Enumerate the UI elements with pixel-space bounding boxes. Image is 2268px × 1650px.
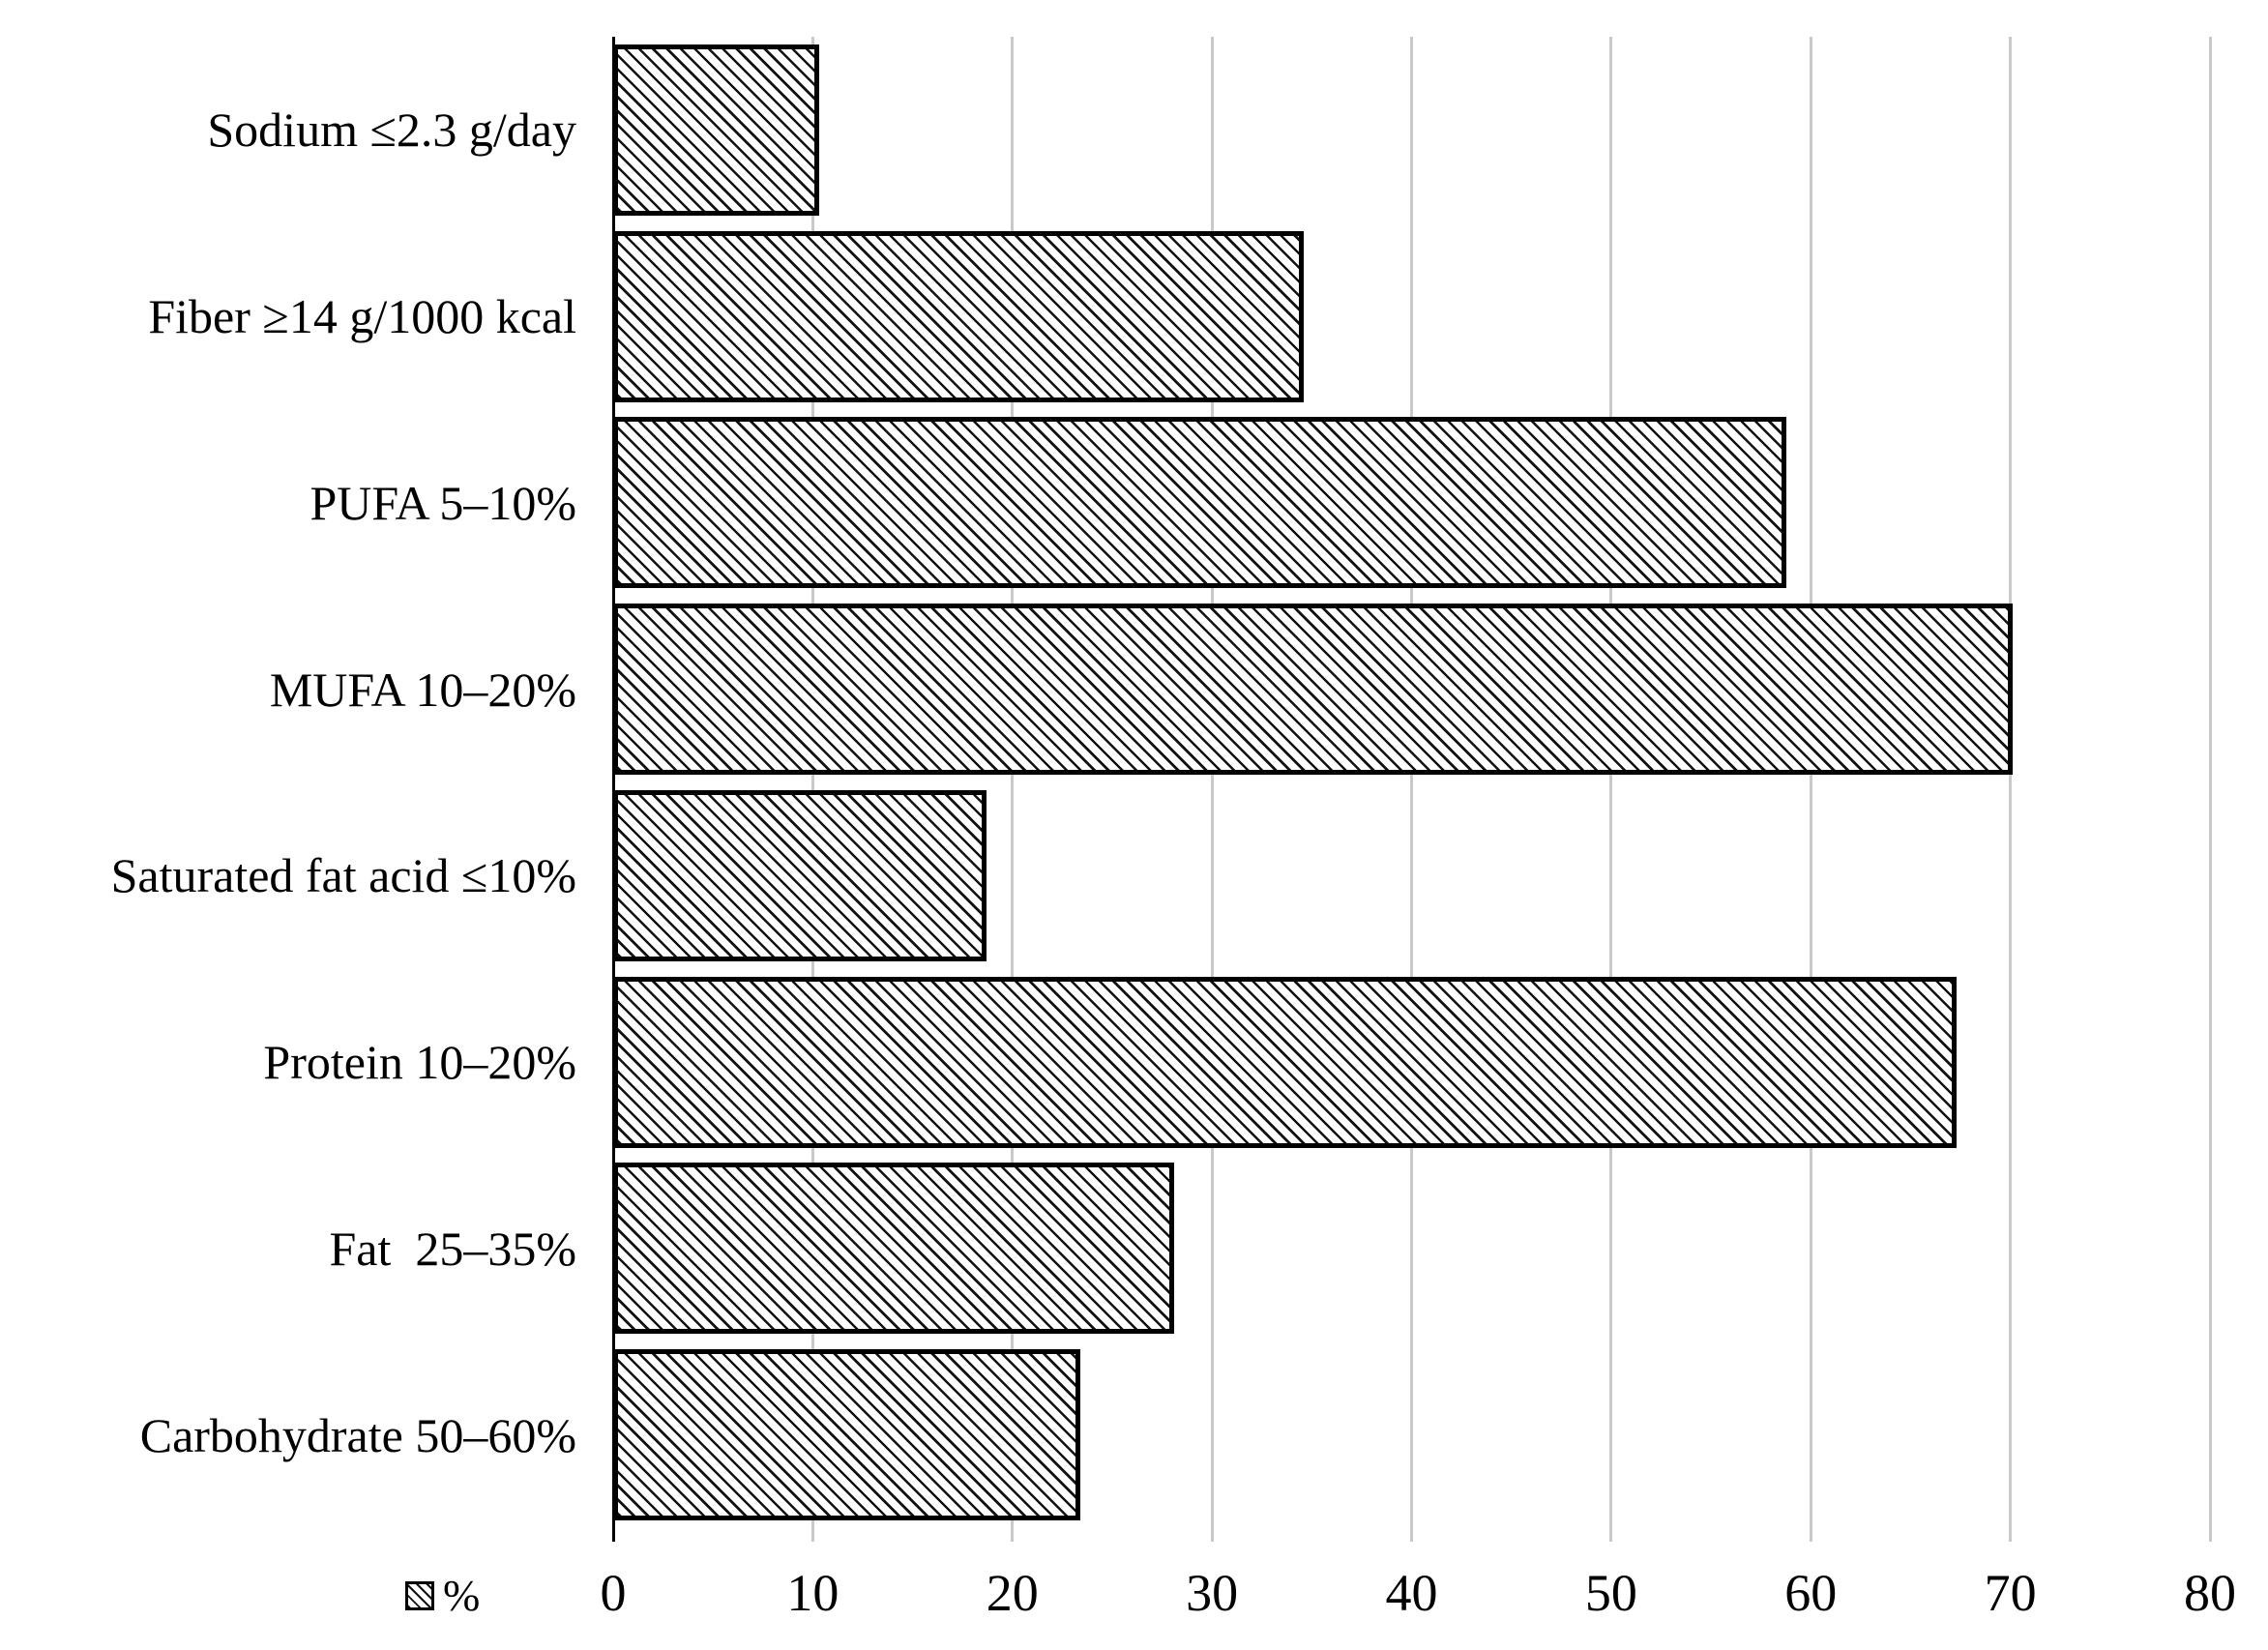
bar-6 (613, 1163, 1174, 1335)
legend-label: % (443, 1571, 481, 1620)
gridline-60 (1809, 37, 1812, 1528)
x-tick-label-80: 80 (2184, 1564, 2236, 1622)
category-label-5: Protein 10–20% (263, 1035, 576, 1090)
bar-1 (613, 230, 1305, 402)
x-tick-mark-60 (1809, 1528, 1812, 1542)
x-tick-label-30: 30 (1186, 1564, 1239, 1622)
gridline-70 (2009, 37, 2013, 1528)
x-tick-mark-70 (2009, 1528, 2013, 1542)
category-label-4: Saturated fat acid ≤10% (110, 848, 576, 903)
category-label-6: Fat 25–35% (329, 1221, 576, 1276)
gridline-10 (810, 37, 814, 1528)
y-axis-line (611, 37, 615, 1542)
gridline-30 (1210, 37, 1214, 1528)
category-label-0: Sodium ≤2.3 g/day (207, 103, 576, 158)
x-tick-label-20: 20 (986, 1564, 1039, 1622)
gridline-40 (1410, 37, 1413, 1528)
bar-7 (613, 1349, 1080, 1521)
hatch-swatch-icon (405, 1581, 434, 1610)
x-tick-mark-40 (1410, 1528, 1413, 1542)
bar-2 (613, 417, 1787, 589)
bar-0 (613, 44, 819, 216)
legend: % (405, 1571, 481, 1620)
category-label-3: MUFA 10–20% (269, 662, 576, 717)
gridline-50 (1609, 37, 1613, 1528)
x-tick-mark-50 (1609, 1528, 1613, 1542)
x-tick-mark-30 (1210, 1528, 1214, 1542)
x-tick-label-10: 10 (786, 1564, 839, 1622)
gridline-20 (1011, 37, 1015, 1528)
x-tick-mark-20 (1011, 1528, 1015, 1542)
x-tick-label-60: 60 (1784, 1564, 1838, 1622)
gridline-80 (2208, 37, 2212, 1528)
category-label-2: PUFA 5–10% (309, 475, 576, 530)
x-tick-label-40: 40 (1385, 1564, 1438, 1622)
bar-4 (613, 789, 987, 961)
category-label-1: Fiber ≥14 g/1000 kcal (148, 289, 576, 344)
bar-3 (613, 604, 2013, 776)
x-tick-mark-80 (2208, 1528, 2212, 1542)
x-tick-mark-10 (810, 1528, 814, 1542)
x-tick-label-0: 0 (600, 1564, 627, 1622)
bar-5 (613, 976, 1957, 1148)
x-tick-label-70: 70 (1984, 1564, 2037, 1622)
x-tick-label-50: 50 (1584, 1564, 1637, 1622)
category-label-7: Carbohydrate 50–60% (139, 1407, 576, 1462)
